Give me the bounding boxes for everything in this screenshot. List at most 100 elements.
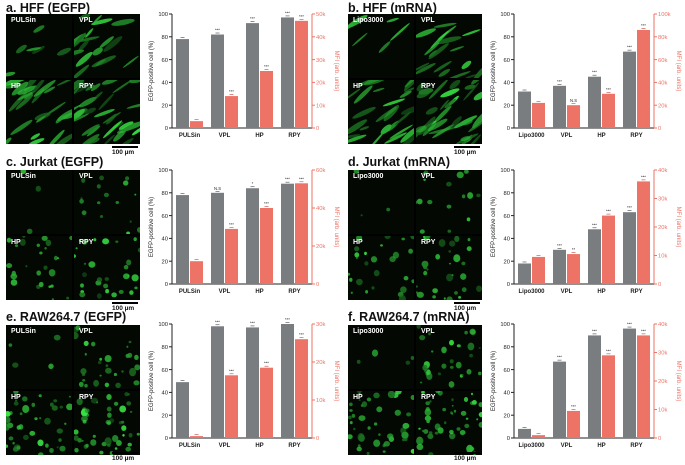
fluorescent-cell [359, 126, 370, 131]
right-tick-label: 20k [658, 379, 667, 385]
significance-label: *** [592, 222, 597, 227]
y-axis-label: EGFP-positive cell (%) [491, 41, 497, 101]
left-tick-label: 100 [158, 168, 168, 174]
fluorescent-cell [378, 433, 381, 436]
tile-label: VPL [421, 173, 435, 180]
fluorescent-cell [38, 394, 42, 398]
fluorescent-cell [425, 401, 430, 406]
fluorescent-cell [440, 88, 460, 98]
fluorescent-cell [424, 236, 431, 240]
red-bar [225, 375, 238, 438]
cell-texture [353, 170, 391, 217]
gray-bar [518, 91, 531, 128]
gray-bar [176, 39, 189, 128]
fluorescent-cell [15, 94, 34, 110]
fluorescent-cell [129, 290, 134, 295]
micrograph-grid: Lipo3000 VPL HP RPY [348, 170, 482, 300]
significance-label: *** [627, 322, 632, 327]
panel-title: d. Jurkat (mRNA) [348, 155, 451, 169]
category-label: HP [255, 133, 263, 139]
micrograph-grid: PULSin VPL HP RPY [6, 170, 140, 300]
fluorescent-cell [448, 381, 455, 388]
scale-bar-label: 100 µm [112, 305, 135, 312]
fluorescent-cell [364, 251, 367, 256]
red-bar [637, 335, 650, 438]
tile-label: RPY [421, 239, 436, 246]
fluorescent-cell [126, 231, 130, 234]
fluorescent-cell [416, 325, 421, 329]
right-tick-label: 30k [316, 58, 325, 64]
left-tick-label: 100 [158, 12, 168, 18]
fluorescent-cell [81, 372, 86, 376]
fluorescent-cell [56, 428, 63, 434]
significance-label: *** [557, 355, 562, 360]
fluorescent-cell [456, 344, 461, 348]
fluorescent-cell [349, 277, 353, 282]
fluorescent-cell [111, 18, 135, 26]
fluorescent-cell [448, 262, 452, 265]
fluorescent-cell [478, 402, 482, 408]
fluorescent-cell [36, 270, 41, 276]
fluorescent-cell [433, 60, 452, 73]
significance-label: *** [557, 79, 562, 84]
fluorescent-cell [437, 427, 444, 434]
gray-bar [623, 51, 636, 129]
bar-chart: 0 20 40 60 80 100 0 10k 20k 30k 40k EGFP-positive c… [491, 168, 681, 295]
fluorescent-cell [121, 370, 124, 373]
fluorescent-cell [78, 39, 89, 52]
cell-texture [348, 14, 410, 53]
fluorescent-cell [444, 421, 447, 425]
left-tick-label: 40 [504, 237, 510, 243]
left-tick-label: 40 [162, 237, 168, 243]
right-tick-label: 0 [658, 436, 661, 442]
fluorescent-cell [446, 204, 452, 209]
fluorescent-cell [104, 277, 109, 281]
fluorescent-cell [433, 22, 457, 28]
fluorescent-cell [399, 90, 412, 98]
category-label: VPL [561, 443, 573, 449]
category-label: VPL [561, 133, 573, 139]
significance-label: *** [627, 205, 632, 210]
fluorescent-cell [466, 444, 474, 453]
fluorescent-cell [134, 364, 140, 371]
fluorescent-cell [126, 259, 132, 266]
gray-bar [623, 212, 636, 284]
category-label: RPY [288, 289, 300, 295]
fluorescent-cell [29, 430, 36, 436]
category-label: PULSin [179, 289, 201, 295]
fluorescent-cell [16, 44, 27, 54]
significance-label: *** [250, 320, 255, 325]
left-tick-label: 60 [504, 368, 510, 374]
cell-texture [74, 325, 140, 388]
fluorescent-cell [97, 201, 101, 205]
right-tick-label: 40k [658, 322, 667, 328]
fluorescent-cell [437, 372, 441, 376]
bar-chart: 0 20 40 60 80 100 0 10k 20k 30k 40k 50k EGFP-positiv… [149, 10, 339, 139]
fluorescent-cell [444, 98, 456, 109]
fluorescent-cell [81, 415, 88, 422]
red-bar [225, 228, 238, 284]
fluorescent-cell [133, 380, 140, 386]
gray-bar [518, 263, 531, 284]
fluorescent-cell [449, 359, 454, 364]
micrograph-tile: RPY [74, 80, 140, 144]
fluorescent-cell [13, 391, 19, 395]
significance-label: *** [264, 361, 269, 366]
red-bar [295, 183, 308, 284]
fluorescent-cell [449, 240, 456, 247]
gray-bar [211, 34, 224, 128]
fluorescent-cell [44, 247, 47, 250]
right-tick-label: 0 [658, 282, 661, 288]
fluorescent-cell [464, 170, 469, 174]
tile-label: VPL [421, 17, 435, 24]
fluorescent-cell [386, 207, 391, 212]
fluorescent-cell [74, 108, 85, 124]
fluorescent-cell [478, 421, 482, 428]
micrograph-tile: HP [348, 391, 414, 455]
fluorescent-cell [75, 325, 81, 331]
fluorescent-cell [401, 237, 405, 241]
fluorescent-cell [426, 268, 429, 271]
cell-texture [416, 22, 482, 78]
fluorescent-cell [80, 197, 83, 200]
red-bar [260, 367, 273, 438]
